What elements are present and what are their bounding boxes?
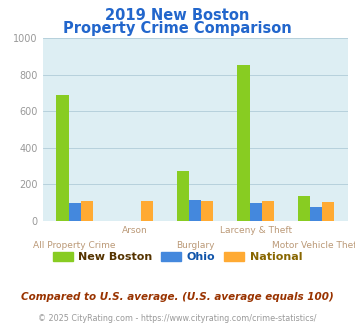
- Bar: [81, 201, 93, 221]
- Text: © 2025 CityRating.com - https://www.cityrating.com/crime-statistics/: © 2025 CityRating.com - https://www.city…: [38, 314, 317, 323]
- Bar: [322, 202, 334, 221]
- Text: Motor Vehicle Theft: Motor Vehicle Theft: [272, 241, 355, 250]
- Bar: [250, 203, 262, 221]
- Text: 2019 New Boston: 2019 New Boston: [105, 8, 250, 23]
- Legend: New Boston, Ohio, National: New Boston, Ohio, National: [48, 248, 307, 267]
- Bar: [56, 95, 69, 221]
- Bar: [310, 207, 322, 221]
- Text: Arson: Arson: [122, 226, 148, 235]
- Bar: [262, 201, 274, 221]
- Bar: [69, 203, 81, 221]
- Bar: [298, 196, 310, 221]
- Text: Property Crime Comparison: Property Crime Comparison: [63, 21, 292, 36]
- Bar: [141, 201, 153, 221]
- Bar: [201, 201, 213, 221]
- Bar: [237, 64, 250, 221]
- Text: Larceny & Theft: Larceny & Theft: [219, 226, 292, 235]
- Text: Compared to U.S. average. (U.S. average equals 100): Compared to U.S. average. (U.S. average …: [21, 292, 334, 302]
- Text: Burglary: Burglary: [176, 241, 214, 250]
- Text: All Property Crime: All Property Crime: [33, 241, 116, 250]
- Bar: [177, 171, 189, 221]
- Bar: [189, 200, 201, 221]
